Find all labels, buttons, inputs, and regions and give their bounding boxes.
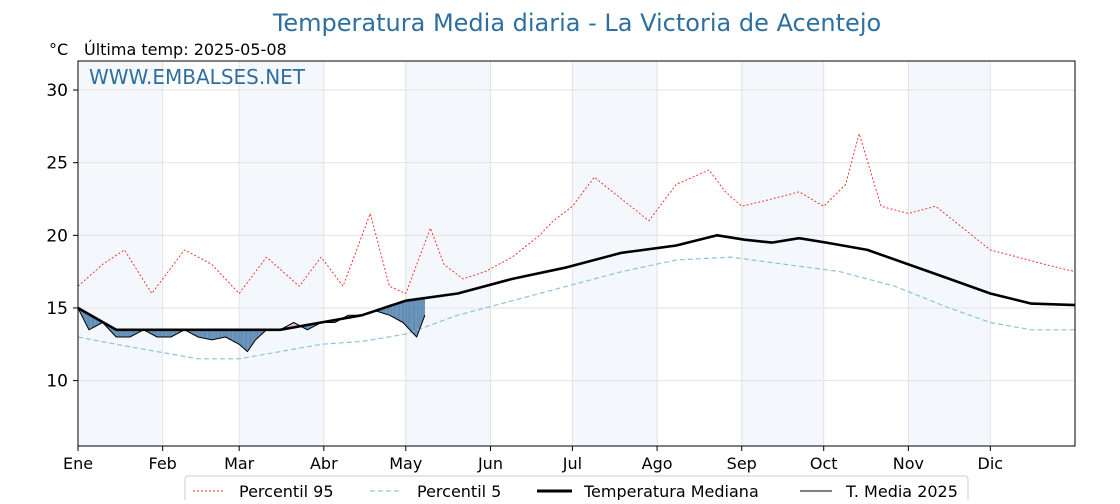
fill-below-median: [418, 299, 419, 334]
legend-label-current: T. Media 2025: [845, 482, 958, 500]
fill-below-median: [411, 300, 412, 333]
fill-below-median: [399, 303, 400, 322]
month-band: [908, 61, 990, 446]
legend-label-p95: Percentil 95: [239, 482, 334, 500]
chart-title: Temperatura Media diaria - La Victoria d…: [272, 9, 881, 37]
month-band: [742, 61, 824, 446]
y-tick-label: 30: [46, 81, 68, 101]
x-tick-label: Sep: [727, 454, 757, 473]
fill-below-median: [419, 299, 420, 330]
legend-label-median: Temperatura Mediana: [583, 482, 759, 500]
fill-below-median: [403, 301, 404, 324]
fill-below-median: [406, 301, 407, 327]
fill-below-median: [239, 330, 240, 346]
y-tick-label: 25: [46, 154, 68, 174]
fill-below-median: [234, 330, 235, 342]
fill-below-median: [208, 330, 209, 340]
fill-below-median: [404, 301, 405, 326]
x-tick-label: May: [389, 454, 422, 473]
x-tick-label: Ene: [63, 454, 93, 473]
fill-below-median: [216, 330, 217, 339]
fill-below-median: [241, 330, 242, 347]
fill-below-median: [392, 305, 393, 318]
fill-below-median: [249, 330, 250, 350]
fill-below-median: [231, 330, 232, 341]
month-band: [406, 61, 491, 446]
x-tick-label: Feb: [149, 454, 177, 473]
fill-below-median: [413, 300, 414, 335]
fill-below-median: [417, 299, 418, 337]
fill-below-median: [212, 330, 213, 340]
month-band: [239, 61, 324, 446]
fill-below-median: [235, 330, 236, 343]
y-tick-label: 10: [46, 372, 68, 392]
fill-below-median: [230, 330, 231, 340]
fill-below-median: [243, 330, 244, 349]
x-tick-label: Jun: [477, 454, 503, 473]
fill-below-median: [407, 300, 408, 328]
fill-below-median: [238, 330, 239, 345]
fill-below-median: [400, 302, 401, 322]
x-tick-label: Dic: [978, 454, 1004, 473]
fill-below-median: [210, 330, 211, 340]
x-tick-label: Abr: [310, 454, 338, 473]
fill-below-median: [217, 330, 218, 339]
fill-below-median: [215, 330, 216, 340]
x-tick-label: Nov: [893, 454, 924, 473]
unit-label: °C: [49, 40, 68, 59]
legend: Percentil 95 Percentil 5 Temperatura Med…: [185, 476, 968, 500]
fill-below-median: [395, 304, 396, 319]
fill-below-median: [232, 330, 233, 342]
fill-below-median: [205, 330, 206, 339]
fill-below-median: [228, 330, 229, 339]
fill-below-median: [402, 302, 403, 323]
watermark: WWW.EMBALSES.NET: [89, 65, 306, 89]
fill-below-median: [245, 330, 246, 351]
fill-below-median: [410, 300, 411, 331]
fill-below-median: [209, 330, 210, 340]
fill-below-median: [247, 330, 248, 352]
y-tick-label: 15: [46, 299, 68, 319]
x-tick-label: Mar: [224, 454, 255, 473]
x-tick-label: Oct: [810, 454, 838, 473]
fill-below-median: [396, 303, 397, 319]
fill-below-median: [89, 314, 90, 330]
fill-below-median: [409, 300, 410, 330]
x-tick-label: Jul: [562, 454, 582, 473]
fill-below-median: [236, 330, 237, 344]
fill-below-median: [414, 299, 415, 335]
x-tick-label: Ago: [642, 454, 673, 473]
y-tick-label: 20: [46, 226, 68, 246]
fill-below-median: [398, 303, 399, 320]
fill-below-median: [213, 330, 214, 340]
fill-below-median: [242, 330, 243, 348]
last-temp-label: Última temp: 2025-05-08: [84, 40, 287, 59]
fill-below-median: [415, 299, 416, 337]
month-band: [78, 61, 163, 446]
fill-below-median: [206, 330, 207, 339]
fill-below-median: [246, 330, 247, 352]
fill-below-median: [393, 304, 394, 318]
fill-below-median: [250, 330, 251, 348]
legend-label-p5: Percentil 5: [417, 482, 501, 500]
